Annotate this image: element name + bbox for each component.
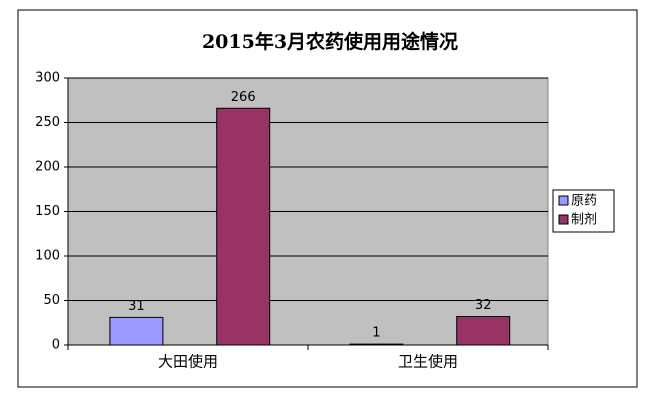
x-tick-label: 卫生使用	[398, 353, 458, 371]
y-tick-label: 0	[52, 338, 60, 353]
data-label: 1	[372, 326, 380, 341]
y-tick-label: 250	[35, 115, 60, 130]
y-tick-label: 150	[35, 204, 60, 219]
bar	[349, 343, 404, 346]
legend-label: 制剂	[571, 213, 597, 228]
y-tick-label: 50	[43, 293, 60, 308]
data-label: 31	[128, 299, 145, 314]
chart-title: 2015年3月农药使用用途情况	[202, 30, 458, 53]
legend-swatch	[558, 214, 569, 225]
bar	[109, 316, 164, 346]
bar	[216, 107, 271, 346]
legend-label: 原药	[571, 194, 597, 209]
bar	[456, 316, 511, 346]
x-tick-label: 大田使用	[158, 353, 218, 371]
data-label: 266	[231, 90, 256, 105]
legend-swatch	[558, 195, 569, 206]
y-tick-label: 200	[35, 160, 60, 175]
y-tick-label: 100	[35, 249, 60, 264]
y-tick-label: 300	[35, 71, 60, 86]
data-label: 32	[475, 298, 492, 313]
